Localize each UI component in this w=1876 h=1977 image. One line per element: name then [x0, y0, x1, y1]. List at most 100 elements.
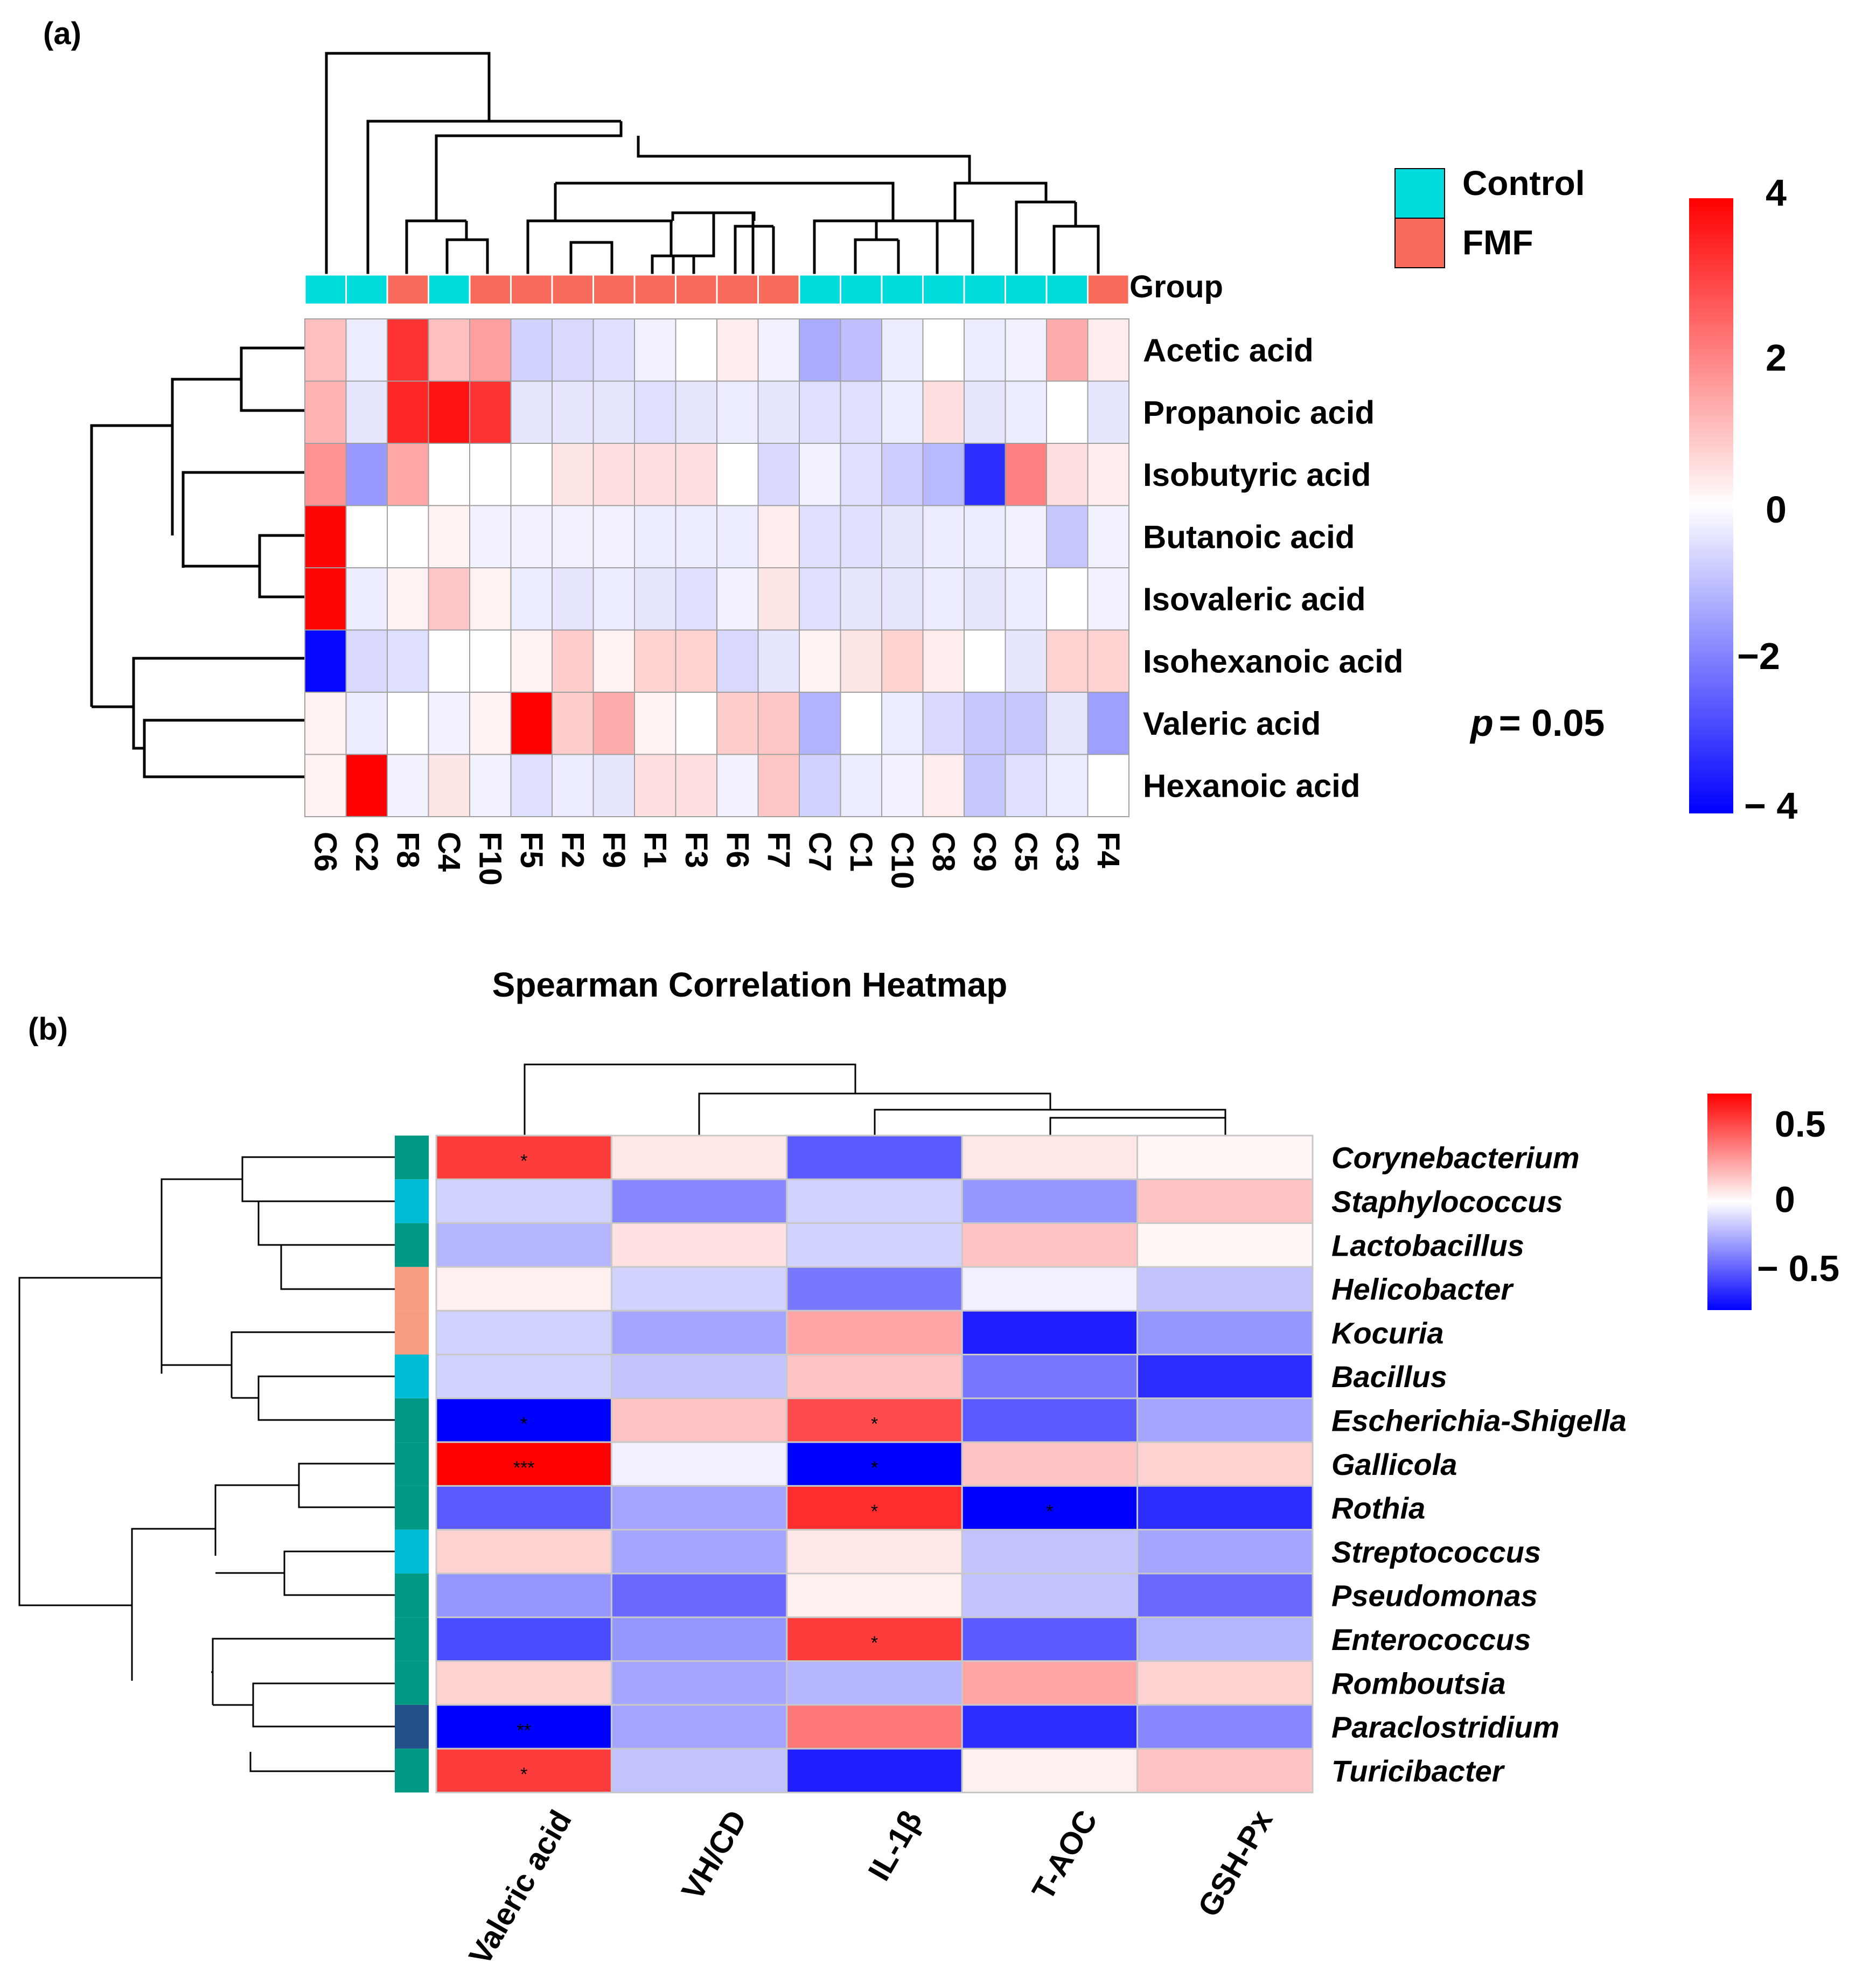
group-cell-c8 — [922, 274, 965, 305]
col-label-c7: C7 — [802, 832, 837, 872]
colorbar-a-tick-4: 4 — [1766, 172, 1787, 214]
cell-valeric-acid-f5 — [510, 692, 553, 755]
cell-isohexanoic-acid-c3 — [1046, 629, 1089, 693]
cell-isovaleric-acid-f2 — [552, 567, 594, 631]
corr-cell-corynebacterium-vh-cd — [610, 1134, 788, 1180]
corr-cell-kocuria-gsh-px — [1136, 1310, 1314, 1355]
cell-hexanoic-acid-f4 — [1087, 754, 1129, 817]
p-value-label: p = 0.05 — [1469, 702, 1605, 744]
annotation-helicobacter — [395, 1266, 429, 1311]
cell-acetic-acid-c10 — [881, 318, 924, 382]
cell-valeric-acid-c10 — [881, 692, 924, 755]
group-cell-f3 — [675, 274, 718, 305]
panel-b-colorbar — [1707, 1094, 1752, 1310]
cell-acetic-acid-c6 — [304, 318, 347, 382]
col-label-f8: F8 — [390, 832, 425, 868]
legend-swatch-control — [1394, 168, 1445, 219]
row-label-isohexanoic-acid: Isohexanoic acid — [1143, 643, 1404, 679]
col-label-f6: F6 — [720, 832, 755, 868]
cell-hexanoic-acid-f3 — [675, 754, 717, 817]
cell-acetic-acid-f8 — [387, 318, 429, 382]
cell-isobutyric-acid-f6 — [716, 443, 759, 506]
corr-cell-helicobacter-valeric-acid — [435, 1266, 612, 1312]
cell-hexanoic-acid-f8 — [387, 754, 429, 817]
corr-cell-bacillus-valeric-acid — [435, 1354, 612, 1400]
cell-isovaleric-acid-f8 — [387, 567, 429, 631]
corr-cell-gallicola-gsh-px — [1136, 1441, 1314, 1487]
cell-acetic-acid-c4 — [428, 318, 470, 382]
sig-mark-escherichia-shigella-valeric-acid: * — [520, 1414, 527, 1434]
cell-isobutyric-acid-f8 — [387, 443, 429, 506]
sig-mark-gallicola-il-1: * — [871, 1458, 878, 1478]
cell-acetic-acid-f2 — [552, 318, 594, 382]
cell-valeric-acid-c4 — [428, 692, 470, 755]
annotation-bacillus — [395, 1354, 429, 1398]
cell-isohexanoic-acid-c10 — [881, 629, 924, 693]
row-label-isobutyric-acid: Isobutyric acid — [1143, 457, 1371, 493]
corr-cell-staphylococcus-valeric-acid — [435, 1178, 612, 1224]
cell-acetic-acid-f4 — [1087, 318, 1129, 382]
legend-label-control: Control — [1462, 164, 1585, 203]
sig-mark-gallicola-valeric-acid: *** — [513, 1458, 535, 1478]
cell-propanoic-acid-f3 — [675, 380, 717, 444]
group-cell-f7 — [757, 274, 800, 305]
cell-hexanoic-acid-c3 — [1046, 754, 1089, 817]
corr-cell-kocuria-vh-cd — [610, 1310, 788, 1355]
corr-cell-turicibacter-gsh-px — [1136, 1748, 1314, 1793]
corr-cell-rothia-vh-cd — [610, 1485, 788, 1531]
corr-cell-turicibacter-vh-cd — [610, 1748, 788, 1793]
var-label-vh-cd: VH/CD — [675, 1805, 754, 1906]
group-cell-c10 — [881, 274, 924, 305]
col-label-c8: C8 — [926, 832, 961, 872]
legend-swatch-fmf — [1394, 218, 1445, 268]
cell-isohexanoic-acid-f7 — [757, 629, 800, 693]
cell-isobutyric-acid-f10 — [469, 443, 512, 506]
group-cell-c9 — [963, 274, 1006, 305]
cell-isovaleric-acid-c1 — [840, 567, 882, 631]
taxon-label-gallicola: Gallicola — [1331, 1447, 1457, 1481]
cell-isovaleric-acid-f4 — [1087, 567, 1129, 631]
taxon-label-enterococcus: Enterococcus — [1331, 1623, 1531, 1656]
cell-isovaleric-acid-c7 — [799, 567, 841, 631]
panel-a-column-labels: C6 C2 F8 C4 F10 F5 F2 F9 F1 F3 F6 F7 C7 C1 C10 C8 C9 C5 C3… — [308, 832, 1126, 889]
cell-isovaleric-acid-f3 — [675, 567, 717, 631]
corr-cell-enterococcus-valeric-acid — [435, 1616, 612, 1662]
group-cell-f8 — [386, 274, 429, 305]
row-label-hexanoic-acid: Hexanoic acid — [1143, 768, 1361, 804]
corr-cell-streptococcus-t-aoc — [961, 1529, 1139, 1575]
annotation-enterococcus — [395, 1617, 429, 1661]
cell-isohexanoic-acid-c8 — [922, 629, 965, 693]
row-label-isovaleric-acid: Isovaleric acid — [1143, 581, 1366, 617]
group-cell-c7 — [798, 274, 841, 305]
cell-hexanoic-acid-f7 — [757, 754, 800, 817]
taxon-label-paraclostridium: Paraclostridium — [1331, 1710, 1559, 1744]
corr-cell-corynebacterium-il-1 — [786, 1134, 963, 1180]
col-label-c9: C9 — [967, 832, 1002, 872]
corr-cell-streptococcus-vh-cd — [610, 1529, 788, 1575]
corr-cell-romboutsia-il-1 — [786, 1660, 963, 1706]
annotation-turicibacter — [395, 1749, 429, 1793]
panel-b-row-labels: Corynebacterium Staphylococcus Lactobacill… — [1331, 1141, 1627, 1788]
cell-butanoic-acid-f2 — [552, 505, 594, 568]
corr-cell-paraclostridium-t-aoc — [961, 1704, 1139, 1750]
corr-cell-helicobacter-gsh-px — [1136, 1266, 1314, 1312]
col-label-c5: C5 — [1008, 832, 1043, 872]
corr-cell-bacillus-il-1 — [786, 1354, 963, 1400]
group-cell-c3 — [1045, 274, 1089, 305]
cell-isohexanoic-acid-c2 — [345, 629, 388, 693]
cell-butanoic-acid-c5 — [1005, 505, 1047, 568]
cell-isobutyric-acid-f1 — [634, 443, 677, 506]
cell-isobutyric-acid-f5 — [510, 443, 553, 506]
cell-hexanoic-acid-f10 — [469, 754, 512, 817]
cell-isobutyric-acid-f9 — [592, 443, 635, 506]
taxon-label-rothia: Rothia — [1331, 1491, 1425, 1525]
cell-isobutyric-acid-c7 — [799, 443, 841, 506]
panel-b-heatmap-cells — [435, 1134, 1314, 1793]
cell-isohexanoic-acid-c4 — [428, 629, 470, 693]
panel-a-label: (a) — [43, 16, 81, 51]
cell-hexanoic-acid-c5 — [1005, 754, 1047, 817]
cell-acetic-acid-f6 — [716, 318, 759, 382]
sig-mark-enterococcus-il-1: * — [871, 1633, 878, 1653]
colorbar-b-tick-0: 0 — [1775, 1179, 1795, 1220]
cell-propanoic-acid-f9 — [592, 380, 635, 444]
